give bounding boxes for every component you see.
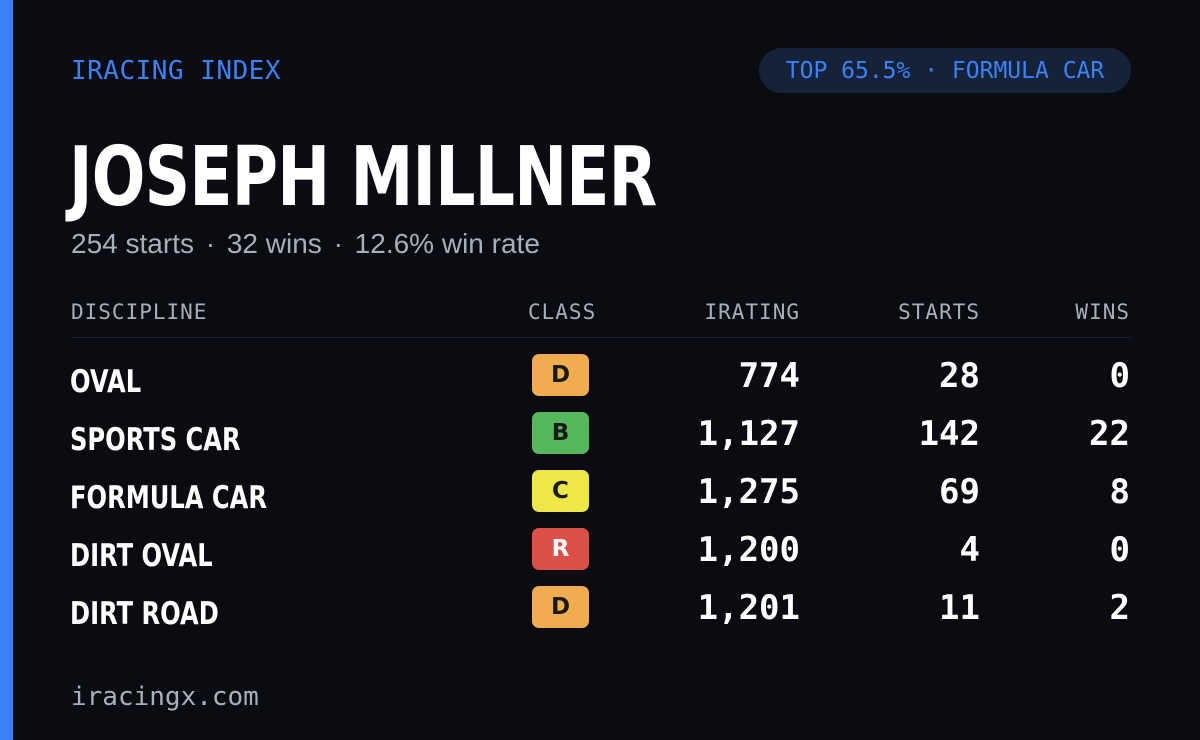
discipline-name: DIRT ROAD	[70, 596, 219, 632]
starts-value: 142	[918, 414, 980, 454]
irating-value: 774	[738, 356, 800, 396]
player-name: JOSEPH MILLNER	[69, 130, 657, 225]
table-row: FORMULA CAR C 1,275 69 8	[0, 470, 1200, 528]
summary-wins: 32 wins	[226, 228, 322, 259]
wins-value: 2	[1109, 588, 1130, 628]
wins-value: 8	[1109, 472, 1130, 512]
wins-value: 22	[1089, 414, 1130, 454]
class-badge: D	[532, 354, 589, 396]
brand-label: IRACING INDEX	[71, 56, 281, 86]
header-starts: STARTS	[898, 300, 980, 324]
discipline-name: DIRT OVAL	[70, 538, 213, 574]
irating-value: 1,201	[697, 588, 800, 628]
starts-value: 28	[939, 356, 980, 396]
discipline-name: FORMULA CAR	[70, 480, 268, 516]
table-row: DIRT OVAL R 1,200 4 0	[0, 528, 1200, 586]
table-divider	[71, 337, 1131, 338]
table-row: SPORTS CAR B 1,127 142 22	[0, 412, 1200, 470]
summary-separator: ·	[205, 228, 216, 259]
table-row: DIRT ROAD D 1,201 11 2	[0, 586, 1200, 644]
header-discipline: DISCIPLINE	[71, 300, 208, 324]
starts-value: 69	[939, 472, 980, 512]
class-badge: C	[532, 470, 589, 512]
header-wins: WINS	[1075, 300, 1130, 324]
summary-separator: ·	[333, 228, 343, 259]
rank-badge: TOP 65.5% · FORMULA CAR	[759, 48, 1131, 93]
summary-win-rate: 12.6% win rate	[354, 228, 540, 259]
starts-value: 11	[939, 588, 980, 628]
class-badge: R	[532, 528, 589, 570]
class-badge: D	[532, 586, 589, 628]
wins-value: 0	[1109, 530, 1130, 570]
footer-link[interactable]: iracingx.com	[71, 682, 259, 712]
header-class: CLASS	[528, 300, 597, 324]
player-summary: 254 starts · 32 wins · 12.6% win rate	[71, 228, 540, 260]
irating-value: 1,275	[697, 472, 800, 512]
discipline-name: OVAL	[70, 364, 142, 400]
summary-starts: 254 starts	[71, 228, 194, 259]
accent-bar	[0, 0, 13, 740]
class-badge: B	[532, 412, 589, 454]
starts-value: 4	[959, 530, 980, 570]
table-row: OVAL D 774 28 0	[0, 354, 1200, 412]
irating-value: 1,127	[697, 414, 800, 454]
irating-value: 1,200	[697, 530, 800, 570]
wins-value: 0	[1109, 356, 1130, 396]
discipline-name: SPORTS CAR	[70, 422, 241, 458]
header-irating: IRATING	[704, 300, 800, 324]
